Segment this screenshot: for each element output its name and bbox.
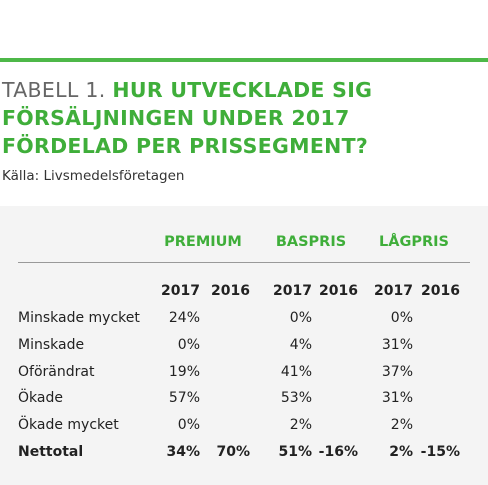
cell-value: 57% [168, 390, 200, 407]
cell-value: -16% [318, 444, 358, 460]
year-header: 2017 [161, 283, 200, 299]
cell-value: 19% [168, 363, 200, 380]
source: Källa: Livsmedelsföretagen [2, 168, 185, 184]
cell-value: 2% [289, 417, 312, 434]
row-label: Nettotal [18, 444, 84, 460]
cell-value: 37% [381, 363, 413, 380]
title: TABELL 1. HUR UTVECKLADE SIG FÖRSÄLJNING… [2, 76, 482, 160]
group-header: PREMIUM [164, 234, 242, 250]
cell-value: 31% [381, 390, 413, 407]
year-header: 2017 [374, 283, 413, 299]
cell-value: 0% [289, 310, 312, 326]
row-label: Minskade mycket [18, 310, 140, 326]
row-label: Minskade [18, 336, 85, 353]
year-header: 2016 [421, 283, 460, 299]
row-label: Ökade mycket [18, 417, 119, 434]
cell-value: 0% [177, 417, 200, 434]
year-header: 2016 [211, 283, 250, 299]
cell-value: 41% [280, 363, 312, 380]
group-header: LÅGPRIS [379, 234, 449, 250]
cell-value: 70% [216, 444, 250, 460]
title-lead: TABELL 1. [2, 78, 106, 102]
header-rule [18, 262, 470, 263]
row-label: Oförändrat [18, 363, 95, 380]
table-panel [0, 206, 488, 485]
cell-value: 4% [289, 336, 312, 353]
title-main: HUR UTVECKLADE SIG FÖRSÄLJNINGEN UNDER 2… [2, 78, 373, 158]
cell-value: 0% [390, 310, 413, 326]
row-label: Ökade [18, 390, 63, 407]
cell-value: 2% [390, 417, 413, 434]
top-rule [0, 58, 488, 62]
year-header: 2016 [319, 283, 358, 299]
cell-value: 34% [166, 444, 200, 460]
cell-value: 0% [177, 336, 200, 353]
cell-value: 51% [278, 444, 312, 460]
cell-value: 24% [168, 310, 200, 326]
cell-value: 2% [389, 444, 413, 460]
cell-value: 31% [381, 336, 413, 353]
cell-value: 53% [280, 390, 312, 407]
year-header: 2017 [273, 283, 312, 299]
group-header: BASPRIS [275, 234, 347, 250]
cell-value: -15% [420, 444, 460, 460]
